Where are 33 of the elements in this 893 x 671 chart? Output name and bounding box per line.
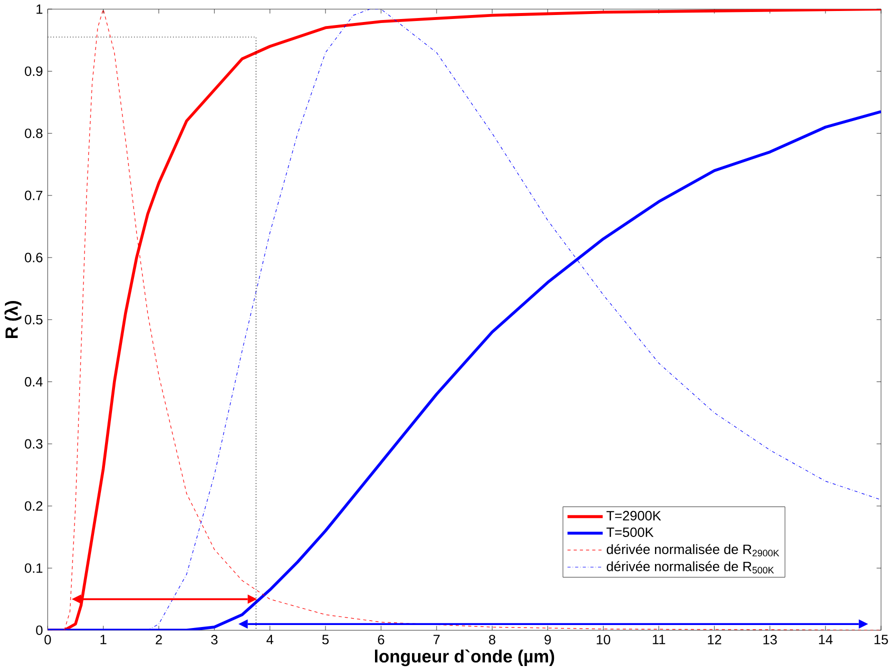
x-tick-label: 1 — [100, 635, 106, 644]
x-tick-label: 13 — [763, 635, 777, 645]
x-tick-label: 12 — [708, 635, 722, 645]
y-tick-label: 0.1 — [24, 564, 42, 574]
x-tick-label: 5 — [322, 635, 329, 644]
y-tick-label: 0.4 — [24, 377, 43, 387]
y-tick-label: 0.7 — [24, 190, 42, 200]
y-axis-title: R (λ) — [4, 301, 22, 338]
legend-label: T=500K — [606, 528, 654, 538]
x-tick-label: 0 — [44, 635, 51, 645]
legend-label: dérivée normalisée de R$_{500K}$ — [606, 561, 774, 574]
y-tick-label: 1 — [36, 4, 42, 14]
legend-label: dérivée normalisée de R$_{2900K}$ — [606, 544, 780, 557]
x-tick-label: 4 — [266, 635, 274, 644]
y-tick-label: 0.9 — [24, 66, 42, 76]
x-tick-label: 3 — [211, 635, 218, 645]
y-tick-label: 0.3 — [24, 439, 42, 449]
legend-label: T=2900K — [606, 511, 662, 521]
x-tick-label: 11 — [652, 635, 666, 644]
x-tick-label: 9 — [544, 635, 551, 645]
y-tick-label: 0.6 — [24, 252, 42, 263]
y-tick-label: 0.5 — [24, 315, 42, 325]
x-tick-label: 8 — [488, 635, 496, 645]
y-tick-label: 0.2 — [24, 501, 42, 511]
y-tick-label: 0 — [36, 626, 42, 636]
x-tick-label: 7 — [434, 635, 440, 644]
y-tick-label: 0.8 — [24, 128, 42, 138]
x-tick-label: 15 — [874, 635, 888, 644]
x-tick-label: 2 — [156, 635, 162, 645]
x-tick-label: 10 — [596, 635, 610, 645]
x-tick-label: 14 — [819, 635, 833, 644]
x-tick-label: 6 — [378, 635, 384, 645]
x-axis-title: longueur d`onde (µm) — [375, 650, 554, 666]
